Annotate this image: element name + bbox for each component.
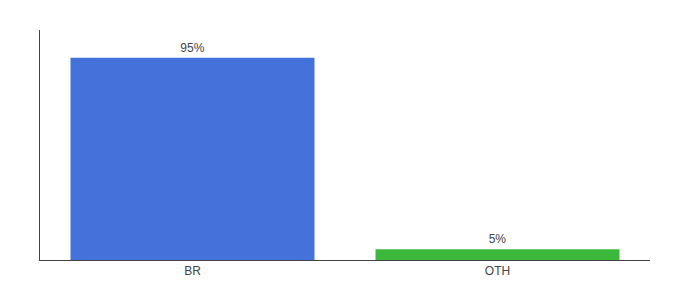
svg-text:BR: BR xyxy=(184,264,201,278)
svg-text:95%: 95% xyxy=(180,41,204,55)
svg-text:5%: 5% xyxy=(489,232,507,246)
svg-text:OTH: OTH xyxy=(485,264,510,278)
